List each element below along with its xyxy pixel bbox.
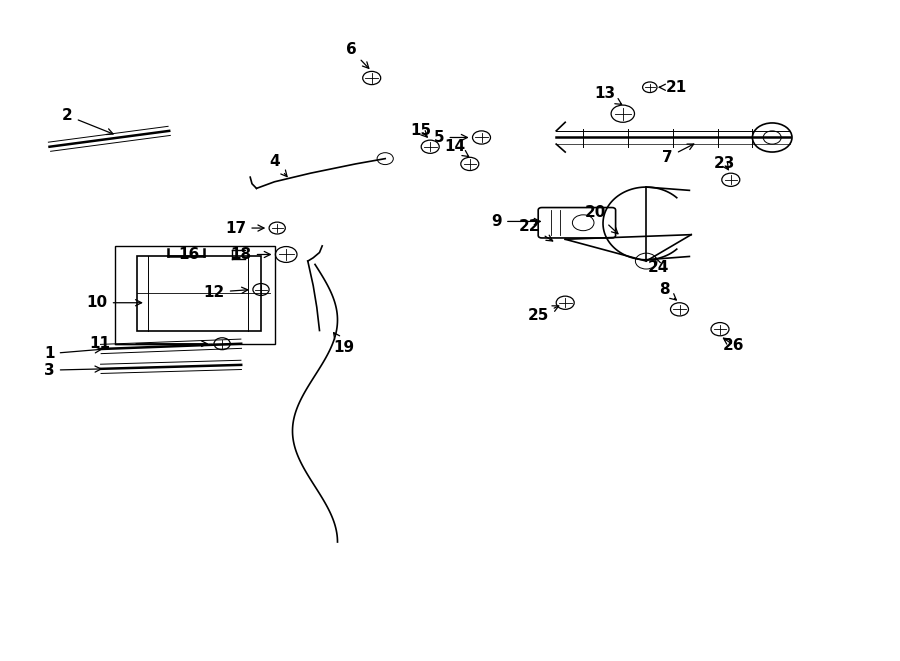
Text: 22: 22 bbox=[518, 219, 553, 241]
Text: 14: 14 bbox=[444, 139, 469, 157]
Text: 1: 1 bbox=[44, 346, 101, 361]
Text: 25: 25 bbox=[527, 306, 559, 323]
Text: 20: 20 bbox=[585, 206, 618, 234]
Text: 10: 10 bbox=[86, 295, 141, 310]
Text: 24: 24 bbox=[648, 257, 670, 275]
Text: 19: 19 bbox=[333, 332, 355, 354]
FancyBboxPatch shape bbox=[538, 208, 616, 238]
Text: 12: 12 bbox=[203, 285, 248, 299]
Text: 18: 18 bbox=[230, 247, 270, 262]
Text: 16: 16 bbox=[178, 247, 200, 262]
Text: 23: 23 bbox=[714, 157, 735, 171]
Text: 13: 13 bbox=[594, 87, 622, 104]
Text: 3: 3 bbox=[44, 363, 101, 377]
Text: 7: 7 bbox=[662, 144, 694, 165]
Text: 6: 6 bbox=[346, 42, 369, 68]
Text: 2: 2 bbox=[62, 108, 113, 135]
Text: 15: 15 bbox=[410, 124, 432, 138]
Text: 11: 11 bbox=[90, 336, 111, 351]
Text: 9: 9 bbox=[491, 214, 540, 229]
Text: 5: 5 bbox=[434, 130, 467, 145]
Text: 21: 21 bbox=[660, 80, 688, 95]
Text: 8: 8 bbox=[659, 282, 676, 300]
Text: 4: 4 bbox=[269, 155, 287, 176]
Text: 26: 26 bbox=[723, 338, 744, 352]
Bar bbox=[115, 246, 275, 344]
Text: 17: 17 bbox=[225, 221, 264, 235]
Bar bbox=[137, 256, 261, 330]
